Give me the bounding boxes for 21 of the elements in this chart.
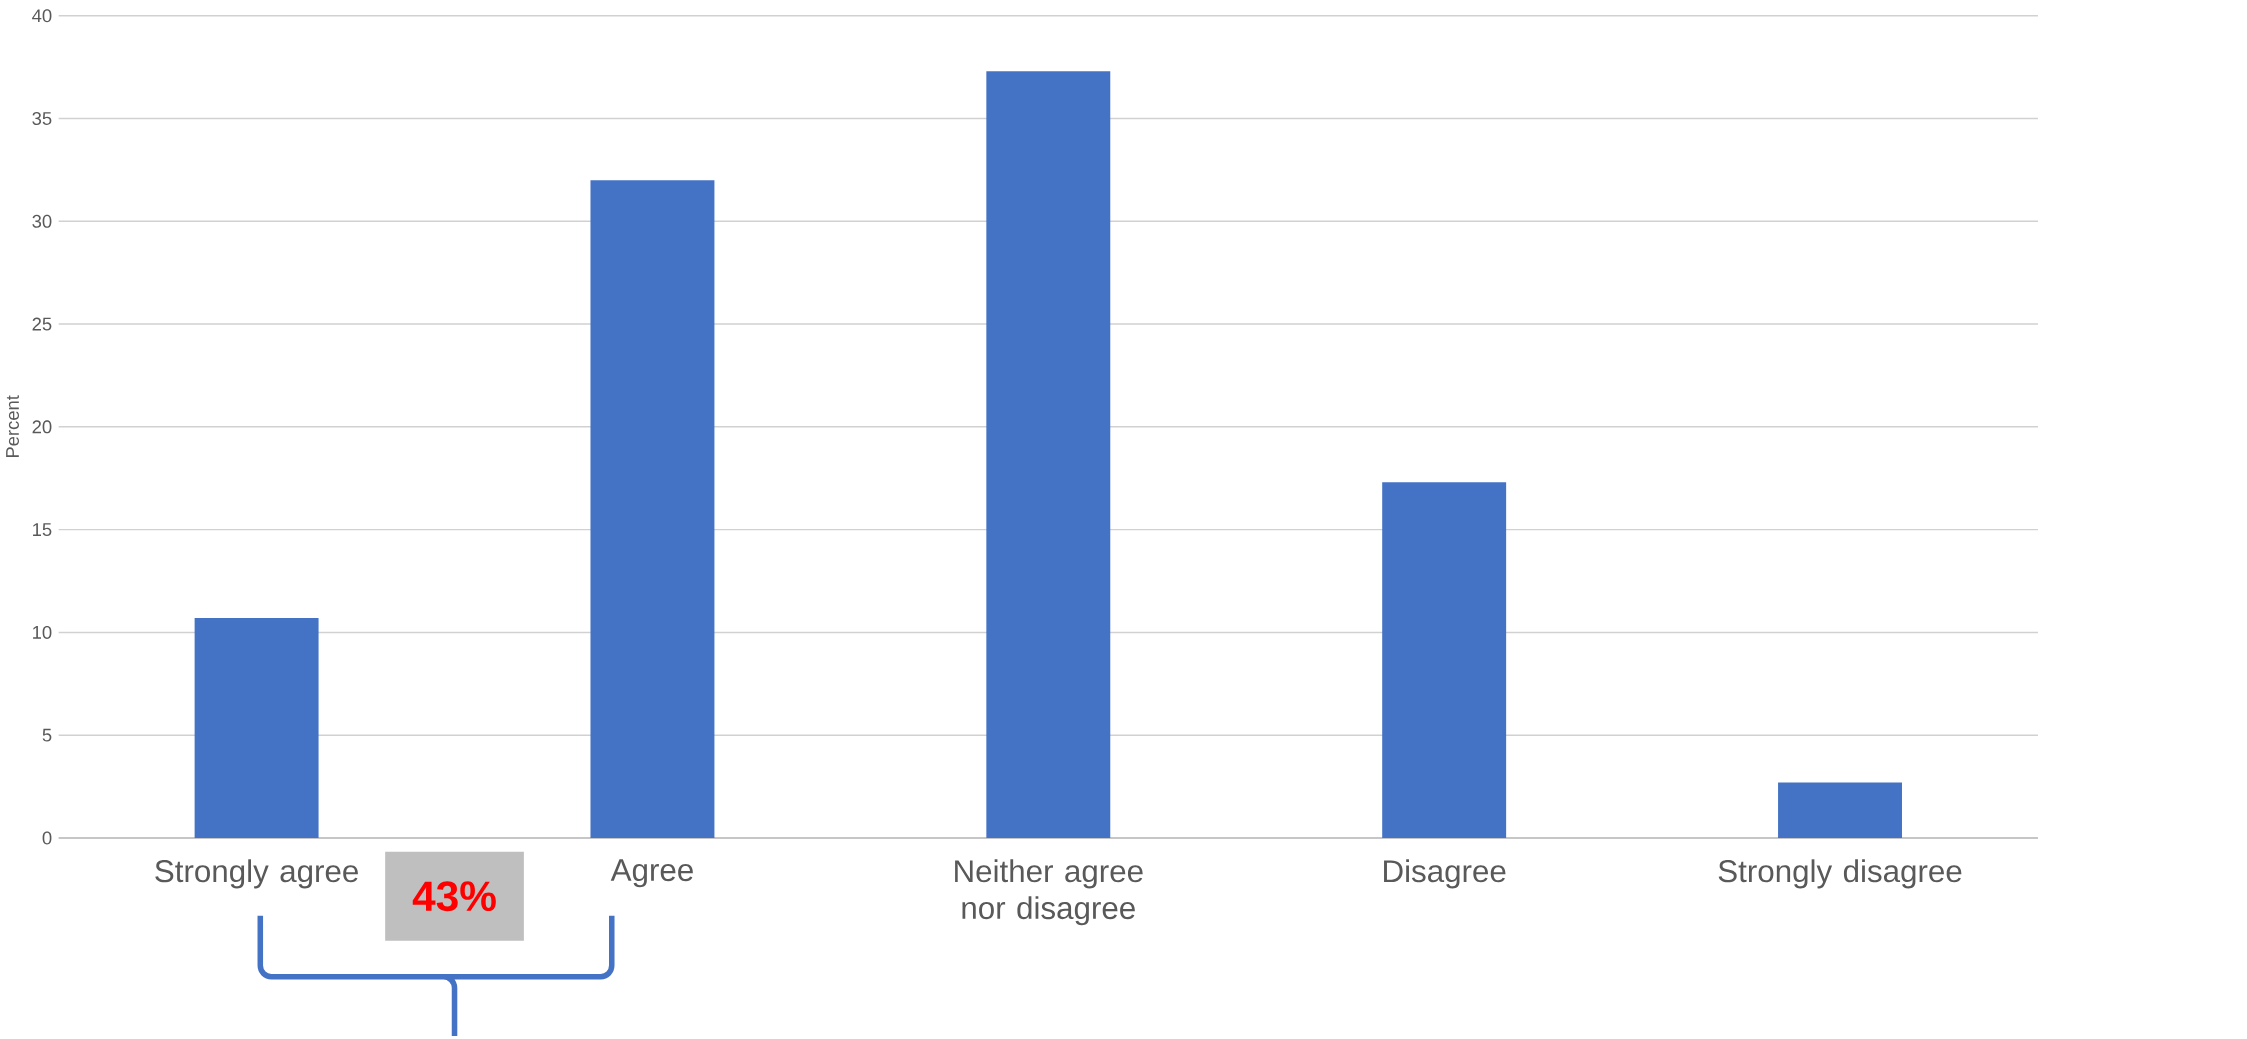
y-tick-label: 35 — [32, 112, 52, 126]
y-tick-label: 40 — [32, 9, 52, 23]
x-tick-label: Agree — [610, 859, 693, 888]
text: 43% — [412, 881, 496, 912]
y-tick-label: 25 — [32, 317, 52, 331]
x-tick-label: Strongly agree — [155, 859, 358, 889]
y-tick-label: 30 — [32, 214, 52, 228]
y-tick-label: 10 — [33, 626, 52, 640]
y-axis-title: Percent — [6, 395, 19, 458]
x-tick-label: Neither agree nor disagree — [955, 859, 1143, 926]
bar — [1778, 782, 1902, 839]
bar — [1382, 482, 1507, 839]
y-tick-label: 20 — [32, 420, 52, 434]
bar — [194, 618, 319, 839]
y-tick-label: 0 — [42, 831, 52, 845]
bar — [986, 71, 1111, 839]
y-tick-label: 5 — [42, 728, 52, 742]
y-tick-label: 15 — [33, 523, 52, 537]
x-tick-label: Disagree — [1384, 859, 1506, 889]
x-tick-label: Strongly disagree — [1718, 859, 1962, 889]
bar — [590, 180, 715, 839]
